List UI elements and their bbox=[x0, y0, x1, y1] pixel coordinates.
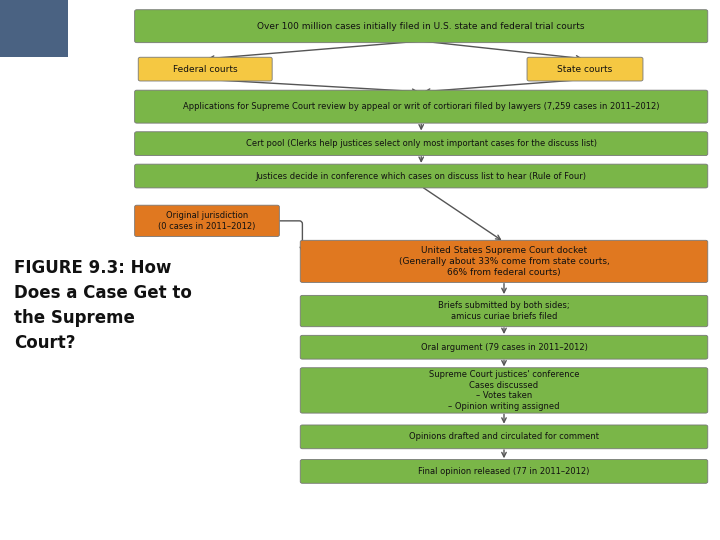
Text: Federal courts: Federal courts bbox=[173, 65, 238, 73]
FancyBboxPatch shape bbox=[300, 335, 708, 359]
Text: Original jurisdiction
(0 cases in 2011–2012): Original jurisdiction (0 cases in 2011–2… bbox=[158, 211, 256, 231]
FancyBboxPatch shape bbox=[527, 57, 643, 81]
Text: FIGURE 9.3: How
Does a Case Get to
the Supreme
Court?: FIGURE 9.3: How Does a Case Get to the S… bbox=[14, 259, 192, 352]
Text: Opinions drafted and circulated for comment: Opinions drafted and circulated for comm… bbox=[409, 433, 599, 441]
Text: Over 100 million cases initially filed in U.S. state and federal trial courts: Over 100 million cases initially filed i… bbox=[258, 22, 585, 31]
FancyBboxPatch shape bbox=[135, 132, 708, 156]
FancyBboxPatch shape bbox=[300, 368, 708, 413]
FancyBboxPatch shape bbox=[135, 90, 708, 123]
FancyBboxPatch shape bbox=[300, 295, 708, 327]
FancyBboxPatch shape bbox=[300, 460, 708, 483]
Text: Briefs submitted by both sides;
amicus curiae briefs filed: Briefs submitted by both sides; amicus c… bbox=[438, 301, 570, 321]
FancyBboxPatch shape bbox=[135, 10, 708, 43]
Text: United States Supreme Court docket
(Generally about 33% come from state courts,
: United States Supreme Court docket (Gene… bbox=[399, 246, 609, 276]
Text: Cert pool (Clerks help justices select only most important cases for the discuss: Cert pool (Clerks help justices select o… bbox=[246, 139, 597, 148]
FancyBboxPatch shape bbox=[300, 240, 708, 282]
Text: Supreme Court justices' conference
Cases discussed
– Votes taken
– Opinion writi: Supreme Court justices' conference Cases… bbox=[428, 370, 580, 411]
FancyBboxPatch shape bbox=[300, 425, 708, 449]
Text: Final opinion released (77 in 2011–2012): Final opinion released (77 in 2011–2012) bbox=[418, 467, 590, 476]
Text: Oral argument (79 cases in 2011–2012): Oral argument (79 cases in 2011–2012) bbox=[420, 343, 588, 352]
FancyBboxPatch shape bbox=[135, 164, 708, 188]
Text: Justices decide in conference which cases on discuss list to hear (Rule of Four): Justices decide in conference which case… bbox=[256, 172, 587, 180]
Text: State courts: State courts bbox=[557, 65, 613, 73]
FancyBboxPatch shape bbox=[138, 57, 272, 81]
FancyBboxPatch shape bbox=[0, 0, 68, 57]
FancyBboxPatch shape bbox=[135, 205, 279, 237]
Text: Applications for Supreme Court review by appeal or writ of cortiorari filed by l: Applications for Supreme Court review by… bbox=[183, 102, 660, 111]
